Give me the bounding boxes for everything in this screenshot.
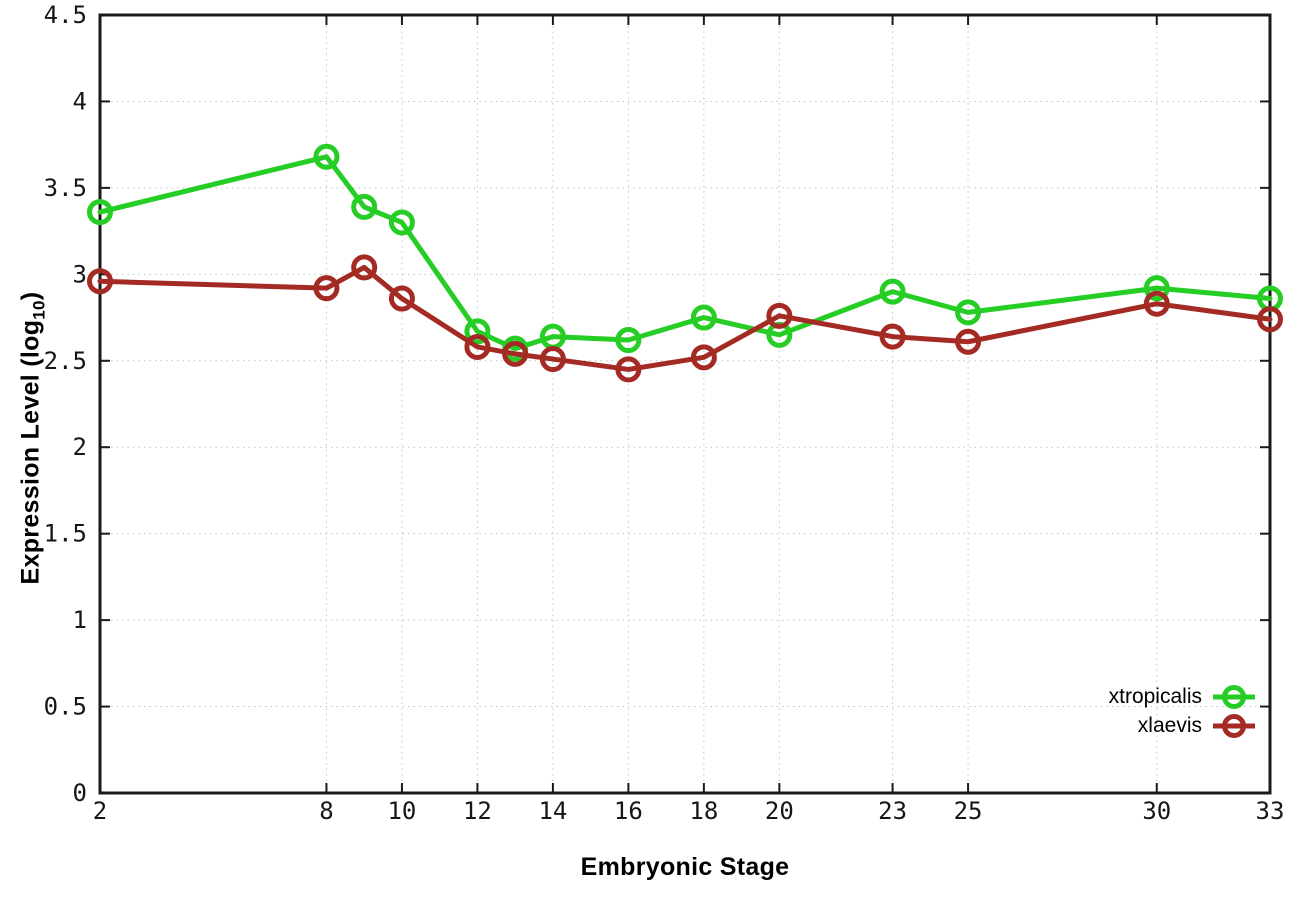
data-point-xlaevis-stage-23 <box>879 323 906 350</box>
legend-label-xlaevis: xlaevis <box>1137 714 1202 737</box>
data-point-xlaevis-stage-2 <box>87 268 113 295</box>
data-point-xlaevis-stage-25 <box>955 328 982 355</box>
data-point-xtropicalis-stage-18 <box>690 304 717 331</box>
plot-border <box>98 13 1272 795</box>
legend-marker-xlaevis-icon <box>1213 714 1255 738</box>
y-axis-title-text: Expression Level (log <box>16 319 45 585</box>
data-point-xlaevis-stage-33 <box>1257 306 1283 333</box>
x-tick-label: 18 <box>689 797 718 825</box>
y-tick-label: 0 <box>73 779 87 807</box>
y-tick-label: 4.5 <box>44 1 87 29</box>
legend: xtropicalis xlaevis <box>1109 684 1256 739</box>
data-point-xlaevis-stage-8 <box>313 275 340 302</box>
y-tick-label: 2 <box>73 433 87 461</box>
y-tick-label: 1 <box>73 606 87 634</box>
y-axis-title-subscript: 10 <box>29 300 49 320</box>
x-tick-label: 2 <box>93 797 107 825</box>
data-point-xtropicalis-stage-8 <box>313 143 340 170</box>
data-point-xlaevis-stage-12 <box>464 333 491 360</box>
x-tick-label: 23 <box>878 797 907 825</box>
y-tick-label: 3 <box>73 260 87 288</box>
legend-label-xtropicalis: xtropicalis <box>1108 685 1202 708</box>
x-tick-label: 8 <box>319 797 333 825</box>
data-point-xtropicalis-stage-23 <box>879 278 906 305</box>
series-line-xlaevis <box>97 264 1273 372</box>
y-axis-title-close: ) <box>16 291 45 301</box>
data-point-xlaevis-stage-13 <box>502 340 529 367</box>
data-point-xtropicalis-stage-16 <box>615 327 642 354</box>
data-point-xtropicalis-stage-2 <box>87 199 113 226</box>
x-tick-label: 10 <box>387 797 416 825</box>
x-axis-title: Embryonic Stage <box>580 853 790 881</box>
data-point-xtropicalis-stage-30 <box>1143 275 1170 302</box>
data-point-xlaevis-stage-20 <box>766 302 793 329</box>
y-axis-title: Expression Level (log10) <box>17 292 50 585</box>
y-tick-label: 1.5 <box>44 520 87 548</box>
data-point-xlaevis-stage-18 <box>690 344 717 371</box>
legend-marker-xtropicalis-icon <box>1213 685 1255 709</box>
data-point-xtropicalis-stage-10 <box>388 209 415 236</box>
y-tick-label: 0.5 <box>44 693 87 721</box>
x-tick-label: 25 <box>954 797 983 825</box>
x-tick-label: 30 <box>1142 797 1171 825</box>
series-line-xtropicalis <box>97 154 1273 352</box>
data-point-xtropicalis-stage-25 <box>955 299 982 326</box>
x-tick-label: 16 <box>614 797 643 825</box>
y-tick-label: 4 <box>73 87 87 115</box>
data-point-xlaevis-stage-14 <box>539 346 566 373</box>
x-tick-label: 12 <box>463 797 492 825</box>
y-tick-label: 3.5 <box>44 174 87 202</box>
data-point-xlaevis-stage-9 <box>351 254 378 281</box>
x-tick-label: 33 <box>1256 797 1285 825</box>
legend-row-xtropicalis: xtropicalis <box>1109 684 1256 710</box>
y-tick-label: 2.5 <box>44 347 87 375</box>
data-point-xlaevis-stage-10 <box>388 285 415 312</box>
data-point-xlaevis-stage-16 <box>615 356 642 383</box>
data-point-xtropicalis-stage-12 <box>464 318 491 345</box>
x-tick-label: 20 <box>765 797 794 825</box>
data-point-xtropicalis-stage-9 <box>351 193 378 220</box>
data-point-xlaevis-stage-30 <box>1143 290 1170 317</box>
x-tick-label: 14 <box>538 797 567 825</box>
legend-row-xlaevis: xlaevis <box>1138 713 1256 739</box>
